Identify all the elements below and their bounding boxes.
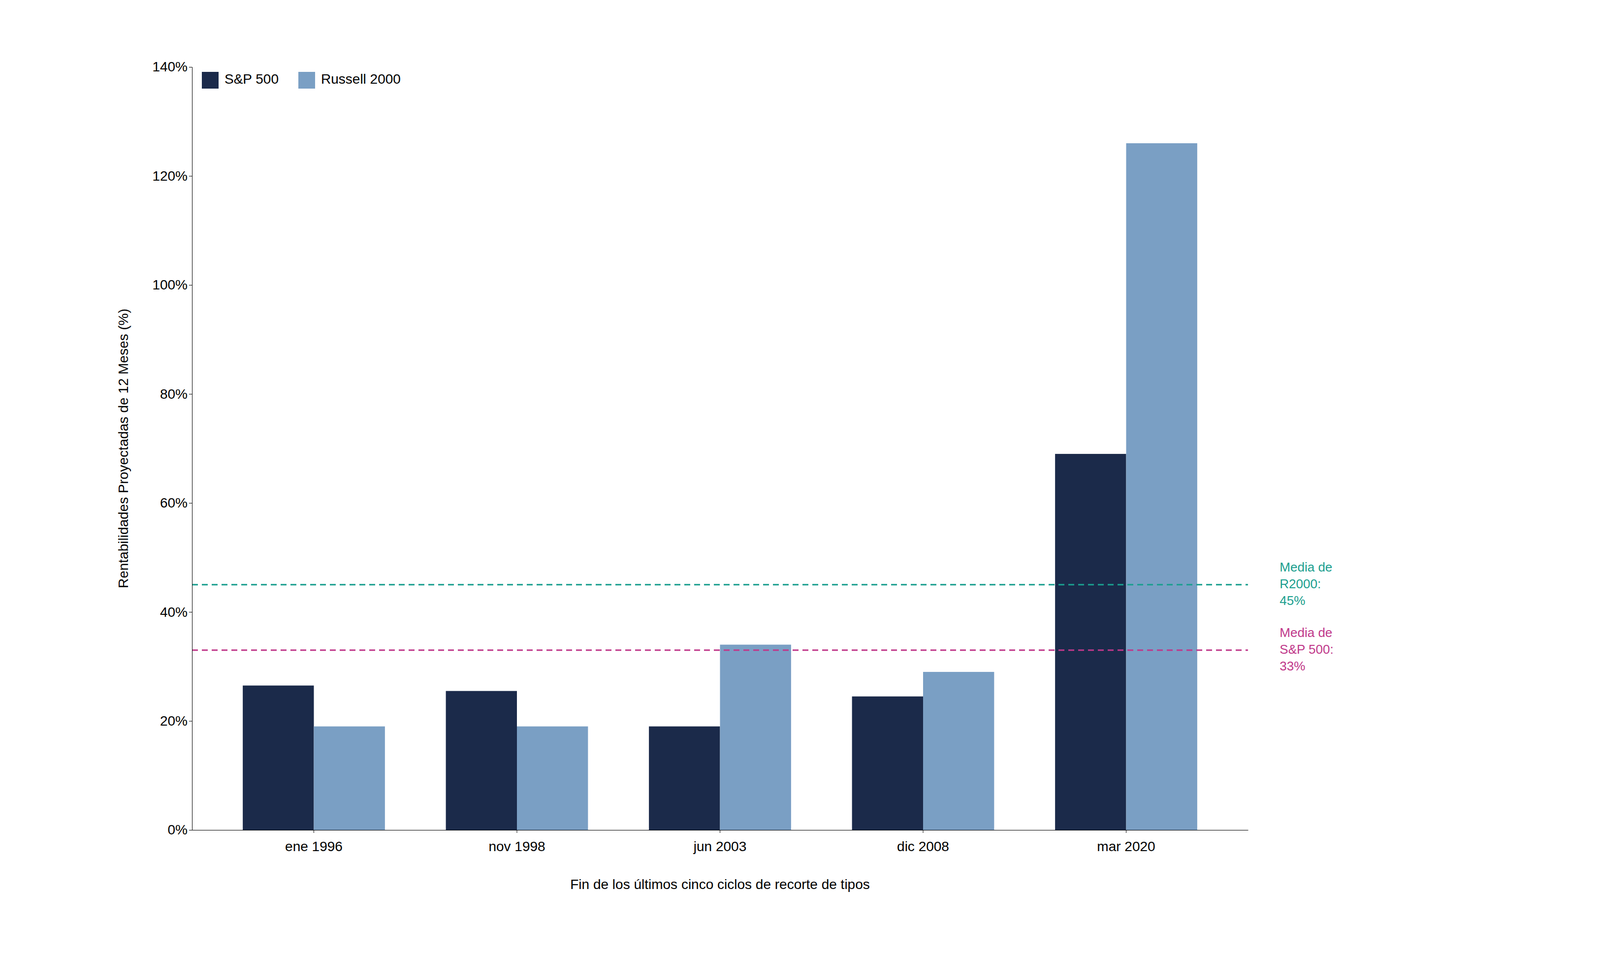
- annotation-line: Media de: [1279, 625, 1333, 640]
- tick-mark: [189, 175, 192, 177]
- annotation-line: 33%: [1279, 658, 1306, 674]
- tick: mar 2020: [1096, 830, 1155, 855]
- bar: [720, 644, 792, 831]
- bar: [1055, 453, 1126, 831]
- marks: [192, 143, 1248, 831]
- tick: 20%: [160, 713, 192, 729]
- tick-label: mar 2020: [1096, 838, 1155, 855]
- bar: [648, 726, 720, 831]
- legend: S&P 500 Russell 2000: [201, 71, 401, 89]
- bar: [516, 726, 588, 831]
- tick: ene 1996: [285, 830, 343, 855]
- series: [314, 143, 1198, 831]
- legend-item: S&P 500: [201, 71, 279, 89]
- series: [242, 453, 1126, 831]
- tick-mark: [189, 66, 192, 68]
- tick-mark: [189, 503, 192, 504]
- reference-line: [192, 649, 1248, 651]
- tick-label: 100%: [152, 277, 188, 293]
- tick-label: 80%: [160, 386, 188, 402]
- legend-swatch: [201, 71, 219, 89]
- tick: 120%: [152, 168, 192, 184]
- tick: 80%: [160, 386, 192, 402]
- tick: 140%: [152, 59, 192, 75]
- tick-mark: [189, 721, 192, 722]
- legend-label: S&P 500: [224, 71, 279, 87]
- annotation: Media deS&P 500:33%: [1279, 625, 1334, 674]
- tick-label: 0%: [167, 822, 188, 838]
- tick: 0%: [167, 822, 192, 838]
- tick: 60%: [160, 495, 192, 511]
- reference-line: [192, 583, 1248, 586]
- tick-label: nov 1998: [488, 838, 545, 855]
- tick-mark: [189, 611, 192, 613]
- annotation-line: R2000:: [1279, 576, 1321, 592]
- tick-mark: [189, 830, 192, 831]
- x-axis-title: Fin de los últimos cinco ciclos de recor…: [570, 876, 870, 893]
- bar: [446, 691, 517, 831]
- legend-item: Russell 2000: [298, 71, 401, 89]
- annotation: Media deR2000:45%: [1279, 559, 1333, 608]
- annotation-line: 45%: [1279, 593, 1306, 608]
- tick-label: 40%: [160, 604, 188, 620]
- tick-mark: [1125, 830, 1127, 833]
- bar: [242, 685, 314, 831]
- tick-mark: [189, 393, 192, 395]
- tick-label: 20%: [160, 713, 188, 729]
- tick: dic 2008: [896, 830, 950, 855]
- tick-label: 60%: [160, 495, 188, 511]
- tick-label: 120%: [152, 168, 188, 184]
- tick-mark: [719, 830, 721, 833]
- annotation-line: Media de: [1279, 559, 1333, 575]
- bar: [923, 672, 994, 831]
- bar: [852, 696, 924, 831]
- plot: 0% 20% 40% 60% 80% 100% 120% 140% ene 1996 nov 19…: [115, 59, 1334, 893]
- tick-label: dic 2008: [896, 838, 950, 855]
- annotation-line: S&P 500:: [1279, 641, 1334, 657]
- tick: jun 2003: [693, 830, 747, 855]
- tick-label: 140%: [152, 59, 188, 75]
- chart: 0% 20% 40% 60% 80% 100% 120% 140% ene 1996 nov 19…: [0, 0, 1600, 954]
- tick-label: ene 1996: [285, 838, 343, 855]
- tick: nov 1998: [488, 830, 545, 855]
- bar: [314, 726, 385, 831]
- x-axis: ene 1996 nov 1998 jun 2003 dic 2008 mar 2020: [192, 830, 1249, 855]
- y-axis-title: Rentabilidades Proyectadas de 12 Meses (…: [115, 308, 131, 589]
- tick-label: jun 2003: [693, 838, 747, 855]
- tick: 40%: [160, 604, 192, 620]
- legend-label: Russell 2000: [320, 71, 401, 87]
- tick-mark: [313, 830, 315, 833]
- axis-line: [189, 67, 193, 831]
- tick-mark: [923, 830, 924, 833]
- legend-swatch: [298, 71, 316, 89]
- tick-mark: [189, 285, 192, 286]
- y-axis: 0% 20% 40% 60% 80% 100% 120% 140%: [152, 59, 192, 838]
- bar: [1126, 143, 1198, 831]
- tick: 100%: [152, 277, 192, 293]
- tick-mark: [516, 830, 518, 833]
